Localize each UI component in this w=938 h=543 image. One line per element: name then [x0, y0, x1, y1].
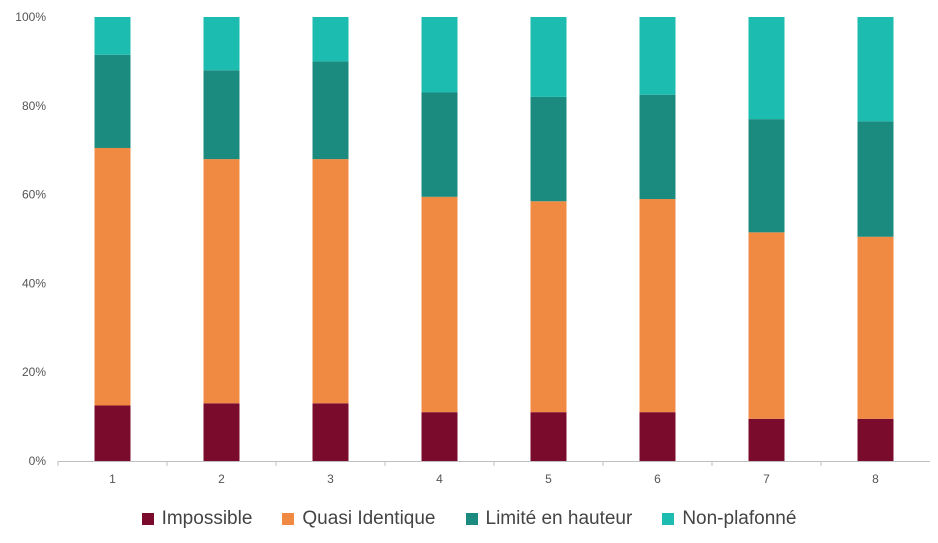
- bar-segment: [857, 121, 894, 237]
- legend-swatch: [282, 513, 295, 525]
- bar-segment: [421, 412, 458, 461]
- y-tick-label: 100%: [15, 10, 46, 24]
- x-tick-label: 4: [436, 472, 443, 486]
- legend-item: Impossible: [141, 508, 253, 530]
- bar-segment: [857, 236, 894, 419]
- bar-segment: [312, 61, 349, 160]
- bar-segment: [857, 17, 894, 122]
- bar-segment: [203, 17, 240, 71]
- bar-segment: [530, 201, 567, 413]
- bar-segment: [312, 159, 349, 404]
- bar-segment: [748, 232, 785, 419]
- x-tick-label: 2: [218, 472, 225, 486]
- bar-segment: [748, 119, 785, 233]
- bar-segment: [421, 17, 458, 93]
- legend-label: Non-plafonné: [682, 508, 797, 529]
- bar-segment: [530, 17, 567, 97]
- x-tick-label: 7: [763, 472, 770, 486]
- y-tick-label: 80%: [22, 99, 46, 113]
- legend-item: Non-plafonné: [662, 508, 796, 530]
- bar-segment: [639, 412, 676, 461]
- x-tick-label: 1: [109, 472, 116, 486]
- legend-label: Limité en hauteur: [485, 508, 633, 529]
- x-tick-label: 6: [654, 472, 661, 486]
- bars: [94, 17, 894, 461]
- bar-segment: [94, 54, 131, 148]
- y-tick-label: 0%: [29, 454, 47, 468]
- bar-segment: [639, 199, 676, 413]
- bar-segment: [857, 418, 894, 461]
- legend-item: Quasi Identique: [282, 508, 436, 530]
- bar-segment: [94, 405, 131, 461]
- y-tick-label: 40%: [22, 276, 46, 290]
- legend-swatch: [465, 513, 478, 525]
- y-axis-ticks: 0% 20% 40% 60% 80% 100%: [15, 10, 46, 468]
- bar-segment: [748, 17, 785, 120]
- bar-segment: [421, 196, 458, 413]
- bar-segment: [421, 92, 458, 197]
- bar-segment: [639, 94, 676, 200]
- y-tick-label: 20%: [22, 365, 46, 379]
- x-tick-label: 5: [545, 472, 552, 486]
- legend-swatch: [662, 513, 675, 525]
- bar-segment: [748, 418, 785, 461]
- bar-segment: [203, 70, 240, 160]
- bar-segment: [312, 403, 349, 461]
- bar-segment: [94, 147, 131, 406]
- legend-label: Impossible: [161, 508, 253, 529]
- x-tick-label: 3: [327, 472, 334, 486]
- legend-swatch: [141, 513, 154, 525]
- legend-label: Quasi Identique: [302, 508, 436, 529]
- x-axis-ticks: 1 2 3 4 5 6 7 8: [57, 461, 879, 486]
- legend: Impossible Quasi Identique Limité en haute…: [0, 508, 938, 530]
- bar-segment: [312, 17, 349, 62]
- bar-segment: [203, 159, 240, 404]
- legend-item: Limité en hauteur: [465, 508, 633, 530]
- y-tick-label: 60%: [22, 188, 46, 202]
- bar-segment: [94, 17, 131, 55]
- bar-segment: [530, 96, 567, 202]
- stacked-bar-chart: 0% 20% 40% 60% 80% 100% 1 2 3 4 5 6 7 8: [15, 10, 930, 486]
- bar-segment: [203, 403, 240, 461]
- bar-segment: [530, 412, 567, 461]
- x-tick-label: 8: [872, 472, 879, 486]
- bar-segment: [639, 17, 676, 95]
